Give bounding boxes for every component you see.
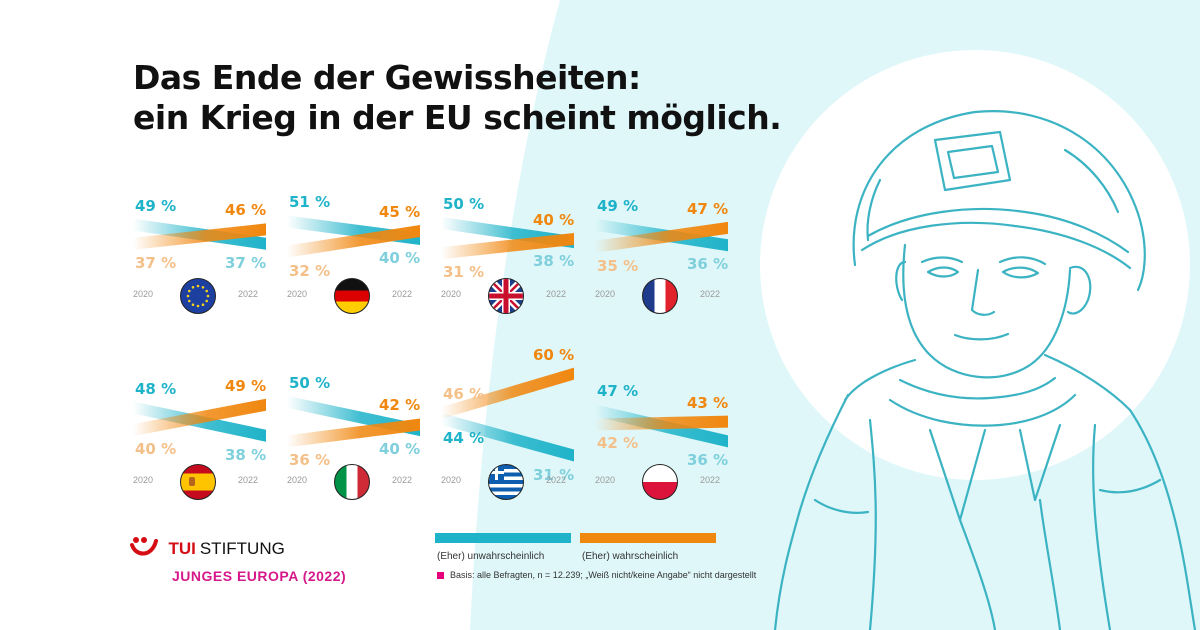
tui-smile-logo-icon	[130, 537, 158, 556]
likely-2020-label: 46 %	[443, 385, 485, 404]
unlikely-2022-label: 37 %	[225, 253, 267, 272]
year-end-label: 2022	[392, 289, 413, 299]
likely-2022-label: 42 %	[379, 396, 421, 415]
chart-panel-poland: 47 % 36 % 42 % 43 % 2020 2022	[595, 360, 745, 510]
likely-2022-label: 45 %	[379, 203, 421, 221]
year-end-label: 2022	[700, 475, 721, 485]
likely-2020-label: 37 %	[135, 253, 177, 272]
likely-series-band	[287, 418, 420, 448]
year-end-label: 2022	[700, 289, 721, 299]
year-end-label: 2022	[238, 289, 259, 299]
uk-flag-icon	[488, 278, 524, 314]
year-end-label: 2022	[238, 475, 259, 485]
unlikely-2020-label: 47 %	[597, 382, 639, 401]
year-start-label: 2020	[287, 475, 308, 485]
year-start-label: 2020	[133, 475, 154, 485]
likely-series-band	[595, 415, 728, 431]
chart-panel-spain: 48 % 38 % 40 % 49 % 2020 2022	[133, 360, 283, 510]
year-end-label: 2022	[546, 289, 567, 299]
unlikely-2020-label: 44 %	[443, 428, 485, 447]
likely-2020-label: 40 %	[135, 440, 177, 459]
footnote: Basis: alle Befragten, n = 12.239; „Weiß…	[437, 570, 756, 580]
background-white-circle	[760, 50, 1190, 480]
logo-brand: TUI	[168, 539, 196, 558]
chart-title: Das Ende der Gewissheiten: ein Krieg in …	[133, 58, 782, 138]
panel-plot	[133, 398, 266, 442]
year-end-label: 2022	[546, 475, 567, 485]
unlikely-2022-label: 31 %	[533, 465, 575, 484]
year-start-label: 2020	[441, 475, 462, 485]
likely-2020-label: 35 %	[597, 256, 639, 275]
spain-flag-icon	[180, 464, 216, 500]
legend-swatch-unlikely	[435, 533, 571, 543]
likely-series-band	[441, 367, 574, 420]
greece-flag-icon	[488, 464, 524, 500]
footnote-marker	[437, 572, 444, 580]
chart-panel-france: 49 % 36 % 35 % 47 % 2020 2022	[595, 168, 745, 318]
france-flag-icon	[642, 278, 678, 314]
likely-2022-label: 47 %	[687, 199, 729, 218]
panel-plot	[595, 218, 728, 253]
legend-label-unlikely: (Eher) unwahrscheinlich	[437, 551, 545, 562]
panel-plot	[133, 218, 266, 250]
unlikely-2020-label: 50 %	[443, 195, 485, 214]
year-start-label: 2020	[133, 289, 154, 299]
soldier-illustration	[773, 110, 1197, 630]
likely-2022-label: 60 %	[533, 345, 575, 364]
panel-plot	[287, 215, 420, 258]
likely-series-band	[133, 398, 266, 437]
likely-2022-label: 43 %	[687, 393, 729, 412]
title-line-1: Das Ende der Gewissheiten:	[133, 58, 641, 97]
poland-flag-icon	[642, 464, 678, 500]
tui-stiftung-logo: TUI STIFTUNG	[130, 535, 285, 559]
panel-plot	[287, 395, 420, 448]
likely-2020-label: 31 %	[443, 263, 485, 282]
unlikely-2022-label: 36 %	[687, 451, 729, 470]
likely-series-band	[441, 232, 574, 260]
unlikely-2022-label: 36 %	[687, 255, 729, 274]
likely-2022-label: 40 %	[533, 210, 575, 229]
chart-panel-uk: 50 % 38 % 31 % 40 % 2020 2022	[441, 168, 591, 318]
likely-series-band	[287, 225, 420, 258]
likely-2020-label: 32 %	[289, 261, 331, 280]
chart-panel-eu: 49 % 37 % 37 % 46 % 2020 2022	[133, 168, 283, 318]
likely-series-band	[595, 221, 728, 253]
chart-panel-italy: 50 % 40 % 36 % 42 % 2020 2022	[287, 360, 437, 510]
likely-2020-label: 42 %	[597, 434, 639, 453]
unlikely-2022-label: 38 %	[533, 252, 575, 271]
title-line-2: ein Krieg in der EU scheint möglich.	[133, 98, 782, 137]
unlikely-2020-label: 50 %	[289, 373, 331, 392]
germany-flag-icon	[334, 278, 370, 314]
chart-panel-germany: 51 % 40 % 32 % 45 % 2020 2022	[287, 168, 437, 318]
year-end-label: 2022	[392, 475, 413, 485]
logo-subtitle: JUNGES EUROPA (2022)	[172, 568, 347, 584]
eu-flag-icon	[180, 278, 216, 314]
panel-plot	[595, 404, 728, 448]
logo-name: STIFTUNG	[199, 539, 285, 558]
panel-plot	[441, 217, 574, 260]
unlikely-2022-label: 40 %	[379, 440, 421, 459]
legend-swatch-likely	[580, 533, 716, 543]
likely-2020-label: 36 %	[289, 451, 331, 470]
likely-2022-label: 49 %	[225, 376, 267, 395]
year-start-label: 2020	[595, 475, 616, 485]
unlikely-2022-label: 40 %	[379, 248, 421, 267]
year-start-label: 2020	[441, 289, 462, 299]
chart-panel-greece: 44 % 31 % 46 % 60 % 2020 2022	[441, 346, 591, 510]
legend-label-likely: (Eher) wahrscheinlich	[582, 551, 679, 562]
likely-series-band	[133, 223, 266, 250]
year-start-label: 2020	[287, 289, 308, 299]
unlikely-series-band	[441, 412, 574, 462]
unlikely-2020-label: 49 %	[135, 196, 177, 215]
unlikely-2020-label: 51 %	[289, 193, 331, 212]
unlikely-2020-label: 48 %	[135, 379, 177, 398]
unlikely-2020-label: 49 %	[597, 196, 639, 215]
year-start-label: 2020	[595, 289, 616, 299]
footnote-text: Basis: alle Befragten, n = 12.239; „Weiß…	[450, 570, 757, 580]
italy-flag-icon	[334, 464, 370, 500]
panel-plot	[441, 367, 574, 462]
unlikely-2022-label: 38 %	[225, 445, 267, 464]
likely-2022-label: 46 %	[225, 201, 267, 220]
